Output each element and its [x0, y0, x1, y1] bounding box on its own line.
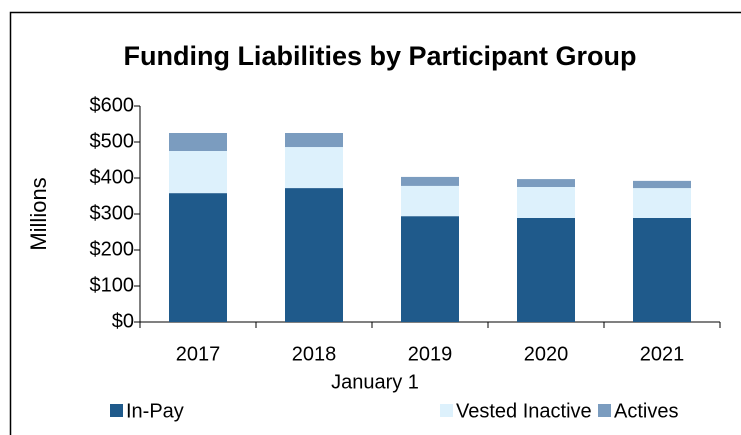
- bar-segment: [517, 217, 575, 322]
- bar-segment: [633, 180, 691, 189]
- y-tick-label: $500: [90, 130, 135, 152]
- bar-segment: [169, 133, 227, 151]
- y-tick-label: $600: [90, 94, 135, 116]
- chart-border: [9, 11, 741, 435]
- x-tick-label: 2018: [292, 343, 337, 365]
- y-tick-label: $200: [90, 238, 135, 260]
- legend-label: Vested Inactive: [456, 400, 592, 422]
- bar-segment: [633, 217, 691, 322]
- x-tick-label: 2020: [524, 343, 569, 365]
- bar-segment: [169, 151, 227, 194]
- bar-segment: [517, 187, 575, 218]
- x-tick-label: 2019: [408, 343, 453, 365]
- legend-label: In-Pay: [126, 400, 184, 422]
- bar-segment: [285, 188, 343, 322]
- x-tick-label: 2017: [176, 343, 221, 365]
- bar-segment: [517, 179, 575, 187]
- bar-segment: [401, 176, 459, 186]
- y-axis-label: Millions: [26, 177, 51, 250]
- bar-segment: [401, 185, 459, 217]
- bar-segment: [169, 193, 227, 322]
- y-tick-label: $400: [90, 166, 135, 188]
- y-tick-label: $300: [90, 202, 135, 224]
- legend-swatch: [598, 404, 611, 417]
- legend-swatch: [440, 404, 453, 417]
- legend-label: Actives: [614, 400, 678, 422]
- y-tick-label: $0: [112, 310, 134, 332]
- x-tick-label: 2021: [640, 343, 685, 365]
- bar-segment: [401, 216, 459, 322]
- y-tick-label: $100: [90, 274, 135, 296]
- x-axis-label: January 1: [331, 371, 419, 393]
- legend-swatch: [110, 404, 123, 417]
- bar-segment: [285, 133, 343, 148]
- chart-title: Funding Liabilities by Participant Group: [123, 41, 636, 71]
- bar-segment: [633, 188, 691, 218]
- bar-segment: [285, 147, 343, 189]
